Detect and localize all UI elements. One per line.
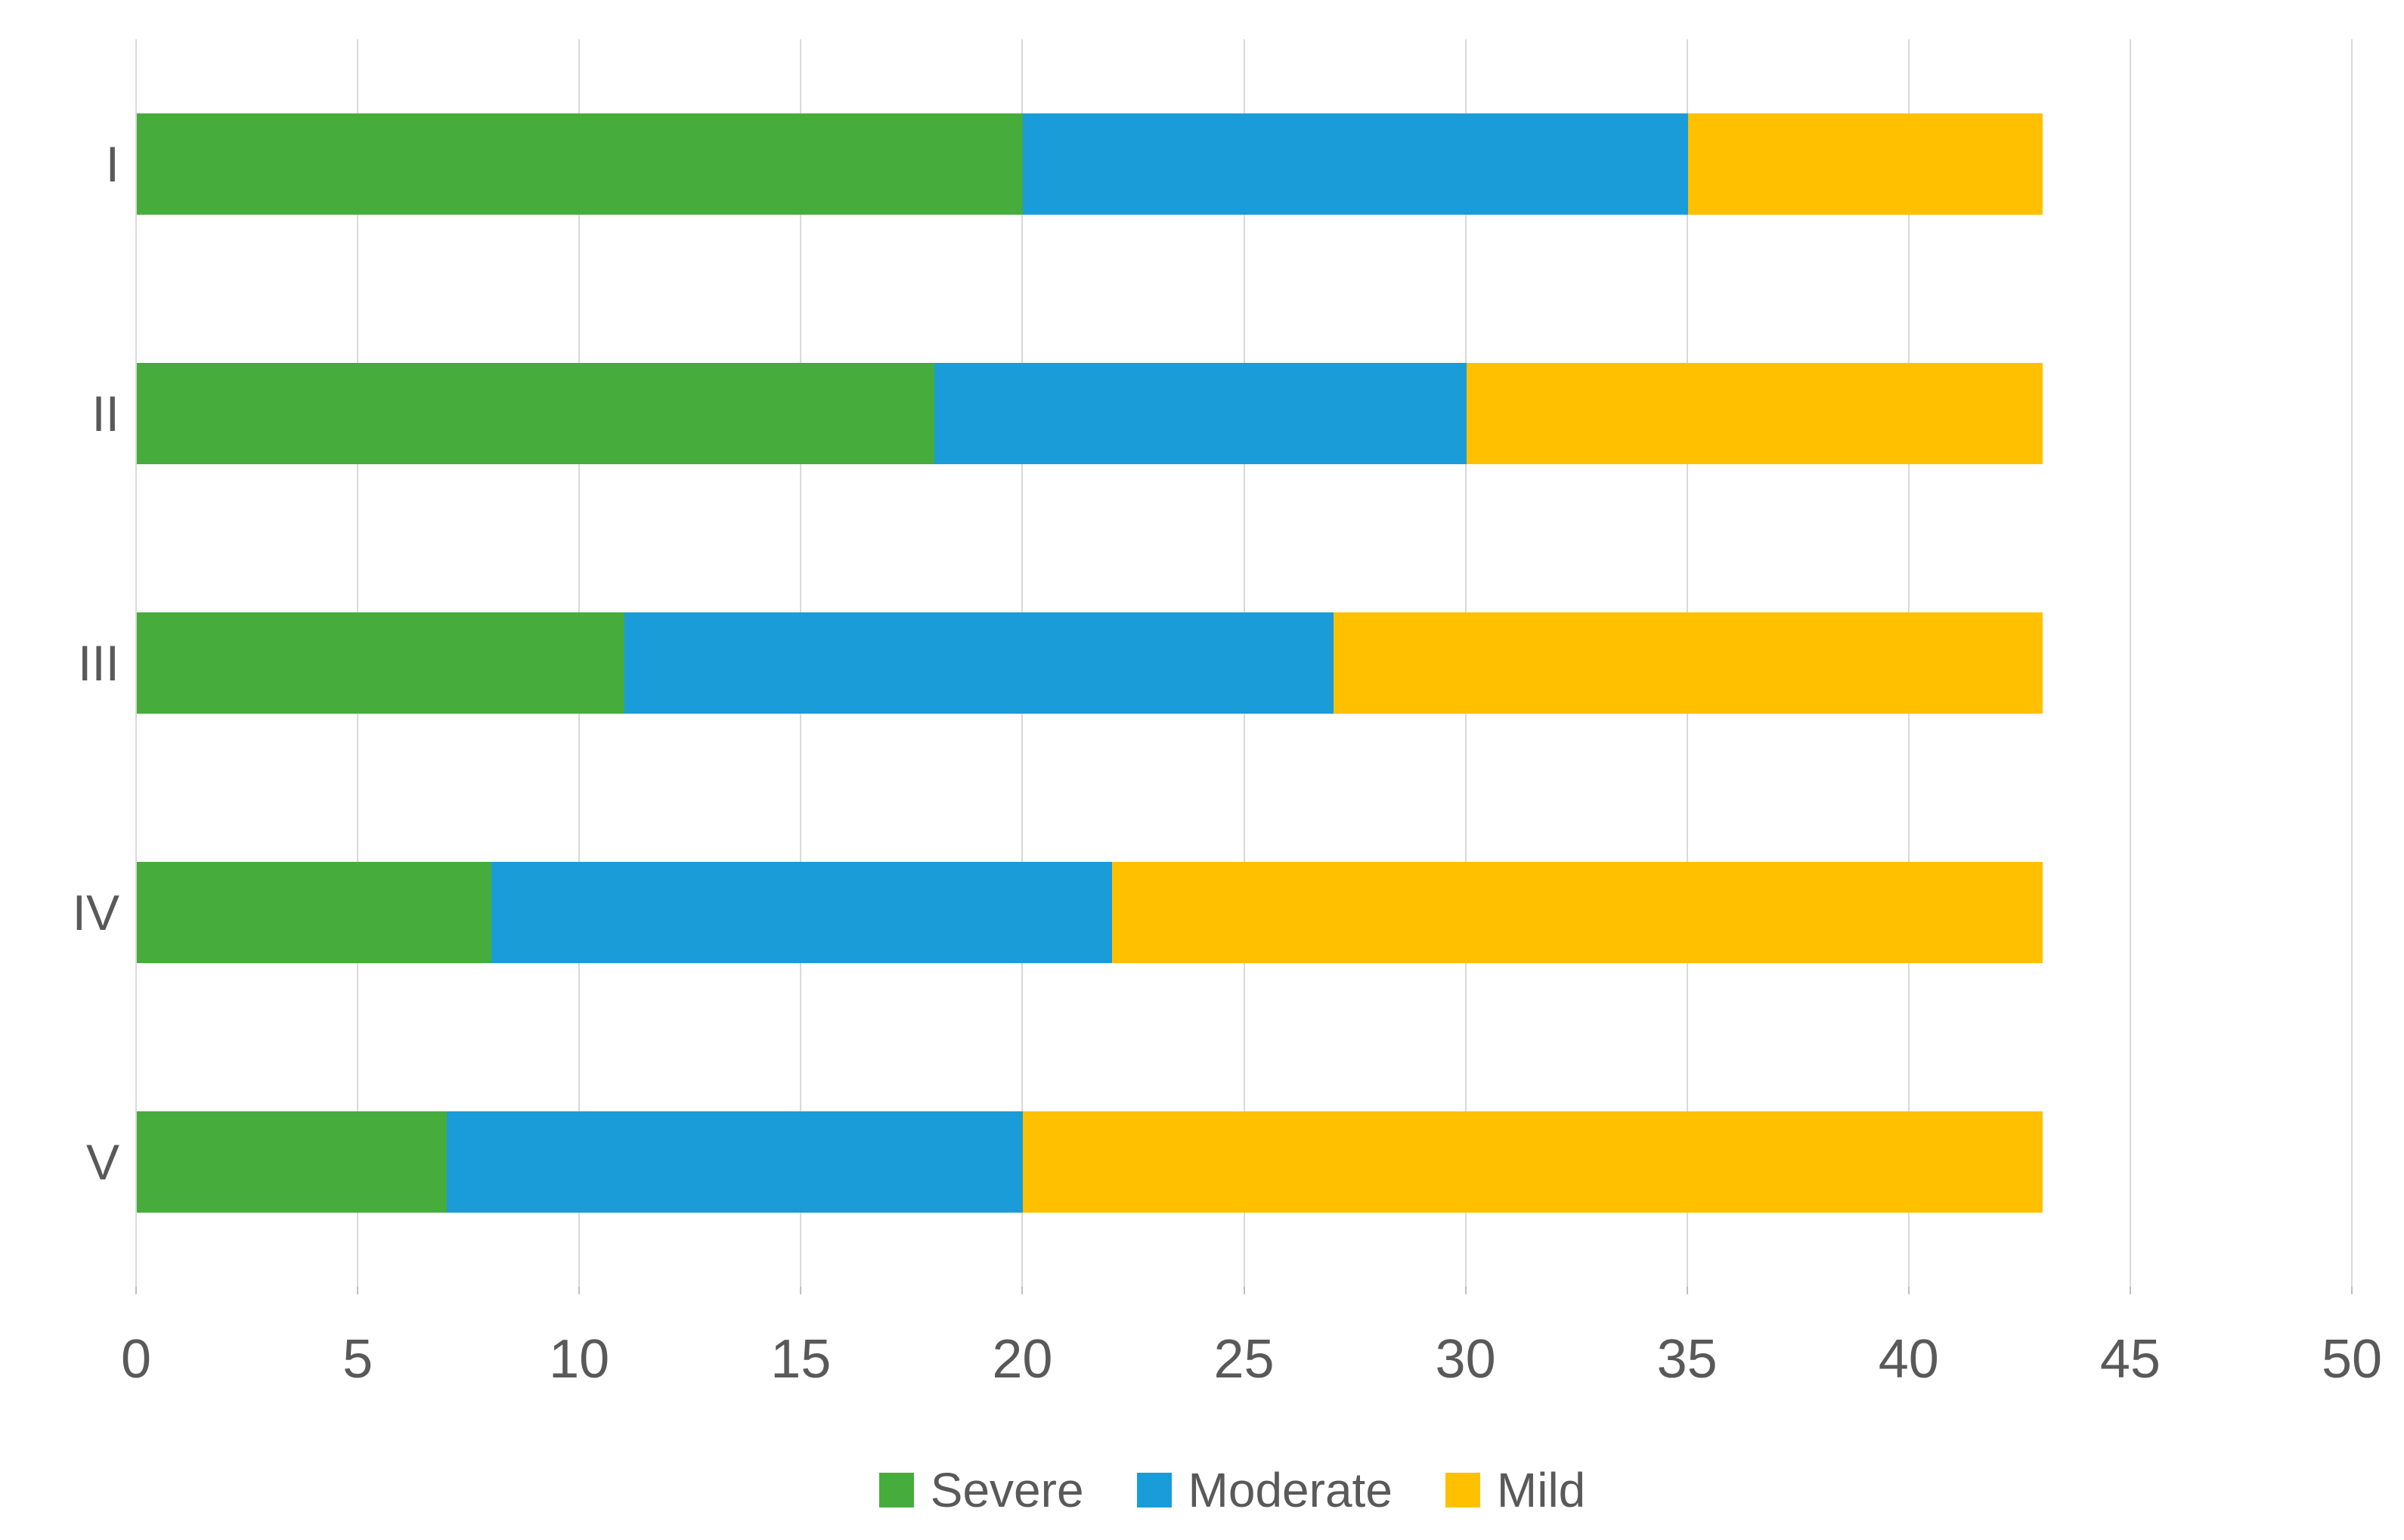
x-axis-tick bbox=[135, 1287, 137, 1294]
bar-segment-moderate bbox=[624, 612, 1334, 714]
x-axis-tick bbox=[800, 1287, 802, 1294]
legend-marker-mild-icon bbox=[1445, 1473, 1480, 1507]
x-tick-label: 45 bbox=[2099, 1329, 2161, 1390]
x-tick-label: 15 bbox=[770, 1329, 832, 1390]
x-axis-tick bbox=[357, 1287, 359, 1294]
y-axis-label: I bbox=[105, 136, 119, 192]
x-axis-tick bbox=[578, 1287, 581, 1294]
bar-segment-severe bbox=[137, 1111, 448, 1213]
x-axis-tick bbox=[1021, 1287, 1024, 1294]
y-axis-label: V bbox=[85, 1134, 119, 1190]
bar-segment-mild bbox=[1466, 363, 2043, 464]
bar-segment-moderate bbox=[934, 363, 1467, 464]
x-tick-label: 0 bbox=[120, 1329, 152, 1390]
legend-label: Mild bbox=[1496, 1463, 1586, 1517]
bar-segment-severe bbox=[137, 862, 491, 963]
legend: Severe Moderate Mild bbox=[0, 1464, 2404, 1517]
x-tick-label: 30 bbox=[1435, 1329, 1496, 1390]
y-axis-label: III bbox=[77, 635, 119, 691]
x-tick-label: 10 bbox=[549, 1329, 610, 1390]
legend-label: Moderate bbox=[1188, 1463, 1393, 1517]
gridline bbox=[2129, 39, 2131, 1287]
legend-label: Severe bbox=[930, 1463, 1084, 1517]
x-tick-label: 40 bbox=[1878, 1329, 1939, 1390]
bar-segment-mild bbox=[1687, 113, 2043, 215]
legend-item-moderate: Moderate bbox=[1136, 1463, 1393, 1517]
bar-segment-moderate bbox=[491, 862, 1112, 963]
x-tick-label: 5 bbox=[342, 1329, 373, 1390]
x-axis-tick bbox=[1243, 1287, 1245, 1294]
x-tick-label: 50 bbox=[2321, 1329, 2383, 1390]
legend-item-severe: Severe bbox=[878, 1463, 1084, 1517]
x-axis-tick bbox=[1686, 1287, 1688, 1294]
x-tick-label: 25 bbox=[1213, 1329, 1275, 1390]
x-axis-tick bbox=[1464, 1287, 1467, 1294]
legend-marker-moderate-icon bbox=[1136, 1473, 1172, 1507]
bar-segment-moderate bbox=[1023, 113, 1688, 215]
legend-marker-severe-icon bbox=[878, 1473, 914, 1507]
gridline bbox=[135, 39, 137, 1287]
legend-item-mild: Mild bbox=[1445, 1464, 1585, 1517]
x-tick-label: 35 bbox=[1656, 1329, 1718, 1390]
y-axis-label: IV bbox=[72, 885, 119, 940]
bar-segment-mild bbox=[1333, 612, 2043, 714]
bar-segment-severe bbox=[137, 113, 1024, 215]
bar-segment-mild bbox=[1111, 862, 2043, 963]
x-axis-tick bbox=[1907, 1287, 1910, 1294]
x-axis-tick bbox=[2129, 1287, 2131, 1294]
gridline bbox=[2351, 39, 2353, 1287]
bar-segment-severe bbox=[137, 612, 624, 714]
x-tick-label: 20 bbox=[992, 1329, 1053, 1390]
bar-segment-moderate bbox=[447, 1111, 1024, 1213]
bar-segment-mild bbox=[1023, 1111, 2043, 1213]
x-axis-tick bbox=[2351, 1287, 2353, 1294]
bar-segment-severe bbox=[137, 363, 935, 464]
y-axis-label: II bbox=[91, 386, 119, 442]
